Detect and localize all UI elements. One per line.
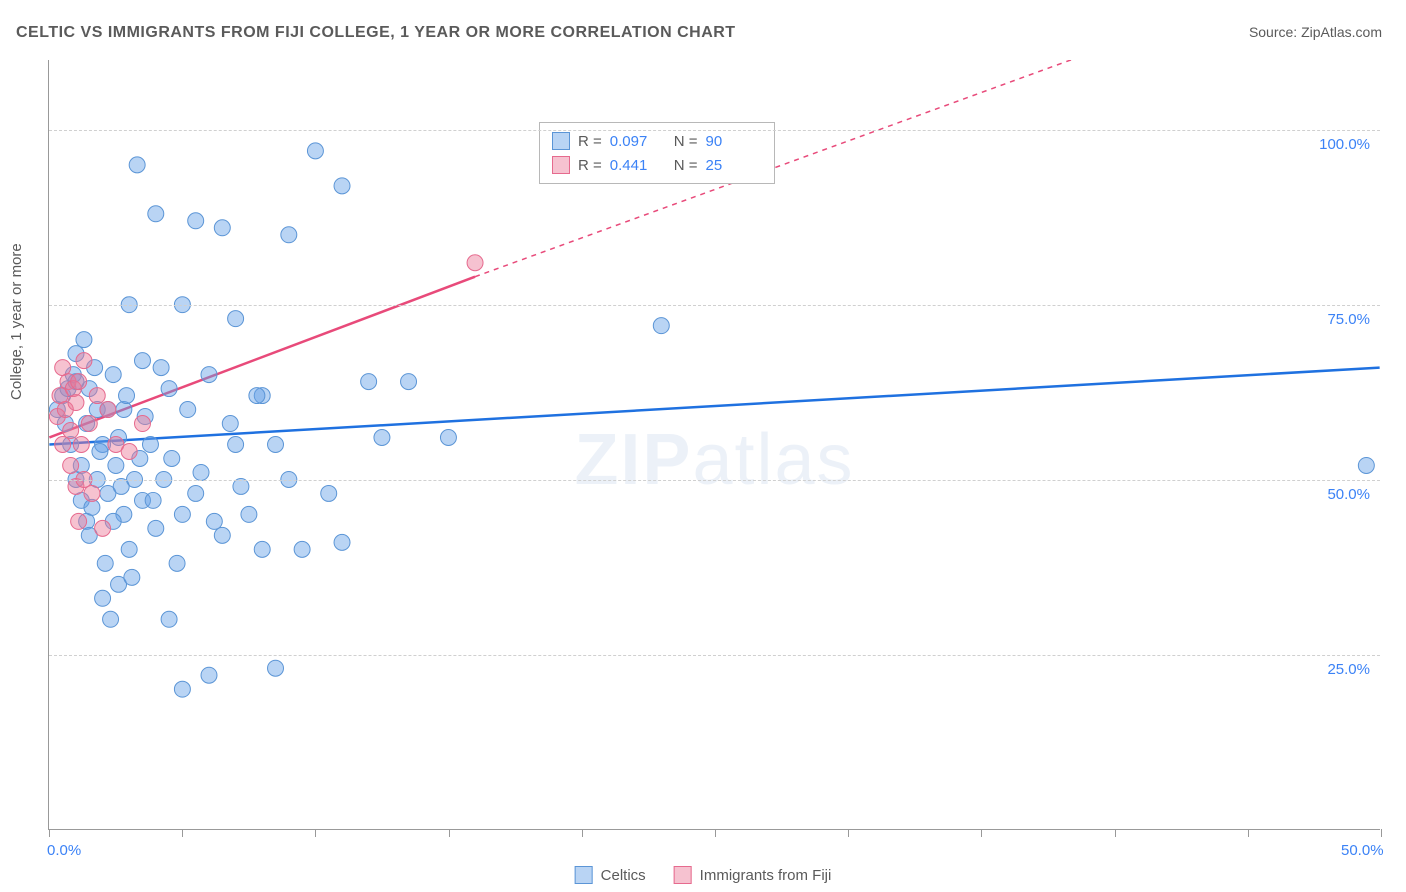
x-tick bbox=[1248, 829, 1249, 837]
x-tick bbox=[848, 829, 849, 837]
gridline bbox=[49, 480, 1380, 481]
stat-r-label: R = bbox=[578, 133, 602, 150]
x-tick bbox=[981, 829, 982, 837]
x-tick bbox=[49, 829, 50, 837]
source-label: Source: bbox=[1249, 24, 1297, 40]
x-tick bbox=[182, 829, 183, 837]
x-tick bbox=[582, 829, 583, 837]
stat-r-label: R = bbox=[578, 157, 602, 174]
legend-swatch bbox=[552, 156, 570, 174]
stat-legend: R = 0.097 N = 90R = 0.441 N = 25 bbox=[539, 122, 775, 184]
x-tick bbox=[449, 829, 450, 837]
x-tick bbox=[1381, 829, 1382, 837]
legend-swatch bbox=[575, 866, 593, 884]
x-tick-label: 50.0% bbox=[1341, 842, 1384, 859]
x-tick bbox=[315, 829, 316, 837]
y-axis-label: College, 1 year or more bbox=[8, 243, 25, 400]
y-tick-label: 50.0% bbox=[1327, 486, 1370, 503]
y-tick-label: 25.0% bbox=[1327, 661, 1370, 678]
stat-n-label: N = bbox=[674, 157, 698, 174]
x-tick bbox=[715, 829, 716, 837]
legend-swatch bbox=[552, 132, 570, 150]
chart-title: CELTIC VS IMMIGRANTS FROM FIJI COLLEGE, … bbox=[16, 24, 736, 42]
x-tick-label: 0.0% bbox=[47, 842, 81, 859]
bottom-legend-item: Immigrants from Fiji bbox=[674, 866, 832, 884]
chart-container: CELTIC VS IMMIGRANTS FROM FIJI COLLEGE, … bbox=[0, 0, 1406, 892]
plot-area: ZIPatlas R = 0.097 N = 90R = 0.441 N = 2… bbox=[48, 60, 1380, 830]
bottom-legend: Celtics Immigrants from Fiji bbox=[575, 866, 832, 884]
gridline bbox=[49, 655, 1380, 656]
source-value: ZipAtlas.com bbox=[1301, 24, 1382, 40]
y-tick-label: 75.0% bbox=[1327, 311, 1370, 328]
stat-r-value: 0.097 bbox=[610, 133, 666, 150]
legend-label: Celtics bbox=[601, 867, 646, 884]
bottom-legend-item: Celtics bbox=[575, 866, 646, 884]
stat-legend-row: R = 0.097 N = 90 bbox=[552, 129, 762, 153]
legend-swatch bbox=[674, 866, 692, 884]
stat-n-label: N = bbox=[674, 133, 698, 150]
gridline bbox=[49, 130, 1380, 131]
stat-n-value: 25 bbox=[706, 157, 762, 174]
legend-label: Immigrants from Fiji bbox=[700, 867, 832, 884]
gridline bbox=[49, 305, 1380, 306]
stat-n-value: 90 bbox=[706, 133, 762, 150]
stat-r-value: 0.441 bbox=[610, 157, 666, 174]
source-attribution: Source: ZipAtlas.com bbox=[1249, 24, 1382, 40]
x-tick bbox=[1115, 829, 1116, 837]
stat-legend-row: R = 0.441 N = 25 bbox=[552, 153, 762, 177]
y-tick-label: 100.0% bbox=[1319, 136, 1370, 153]
